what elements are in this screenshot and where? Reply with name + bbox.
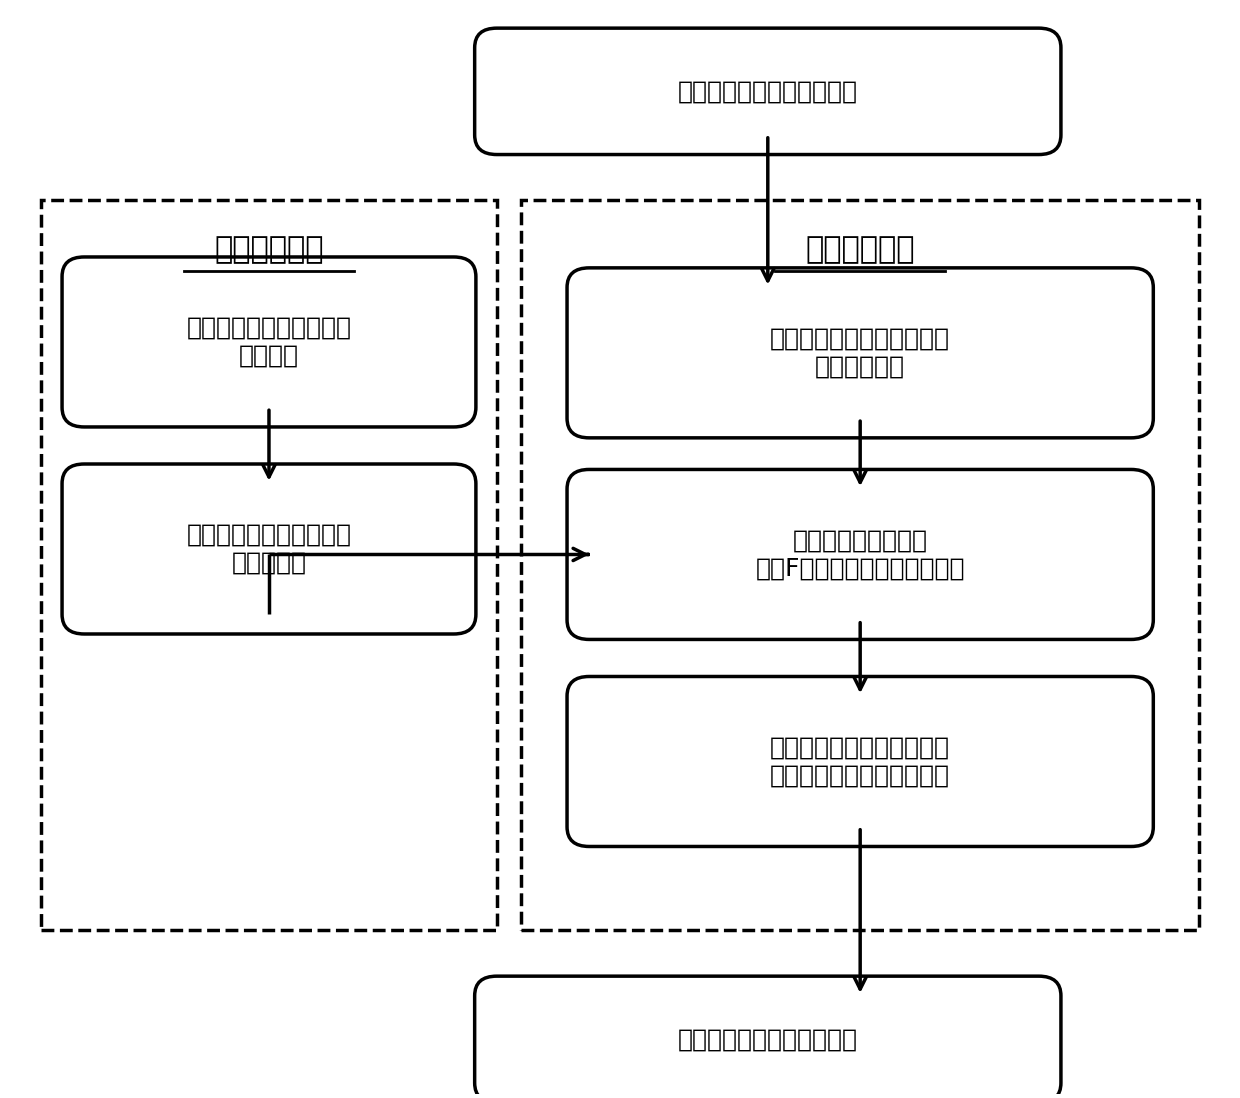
Text: 提出性能退化特征评估的
四条准则: 提出性能退化特征评估的 四条准则 [186,316,351,368]
Bar [41,200,497,930]
Text: 构建性能退化特征评估的
定量化指标: 构建性能退化特征评估的 定量化指标 [186,523,351,575]
Text: 机械设备性能退化特征向量: 机械设备性能退化特征向量 [678,79,858,103]
Text: 构建状态变量与时间序列的
线性回归方程: 构建状态变量与时间序列的 线性回归方程 [770,327,950,379]
Text: 求解回归方程系数，
通过F检验提取时间序列转折点: 求解回归方程系数， 通过F检验提取时间序列转折点 [755,528,965,581]
FancyBboxPatch shape [62,257,476,427]
Text: 评估指标建立: 评估指标建立 [215,235,324,264]
FancyBboxPatch shape [567,268,1153,438]
Text: 机械设备性能退化特征评估: 机械设备性能退化特征评估 [678,1028,858,1052]
Bar [522,200,1199,930]
FancyBboxPatch shape [62,464,476,634]
FancyBboxPatch shape [475,29,1061,155]
FancyBboxPatch shape [567,676,1153,847]
Text: 评估指标计算: 评估指标计算 [806,235,915,264]
FancyBboxPatch shape [475,976,1061,1098]
Text: 确定退化状态变化起止点，
计算性能退化特征评估指标: 确定退化状态变化起止点， 计算性能退化特征评估指标 [770,736,950,787]
FancyBboxPatch shape [567,470,1153,639]
